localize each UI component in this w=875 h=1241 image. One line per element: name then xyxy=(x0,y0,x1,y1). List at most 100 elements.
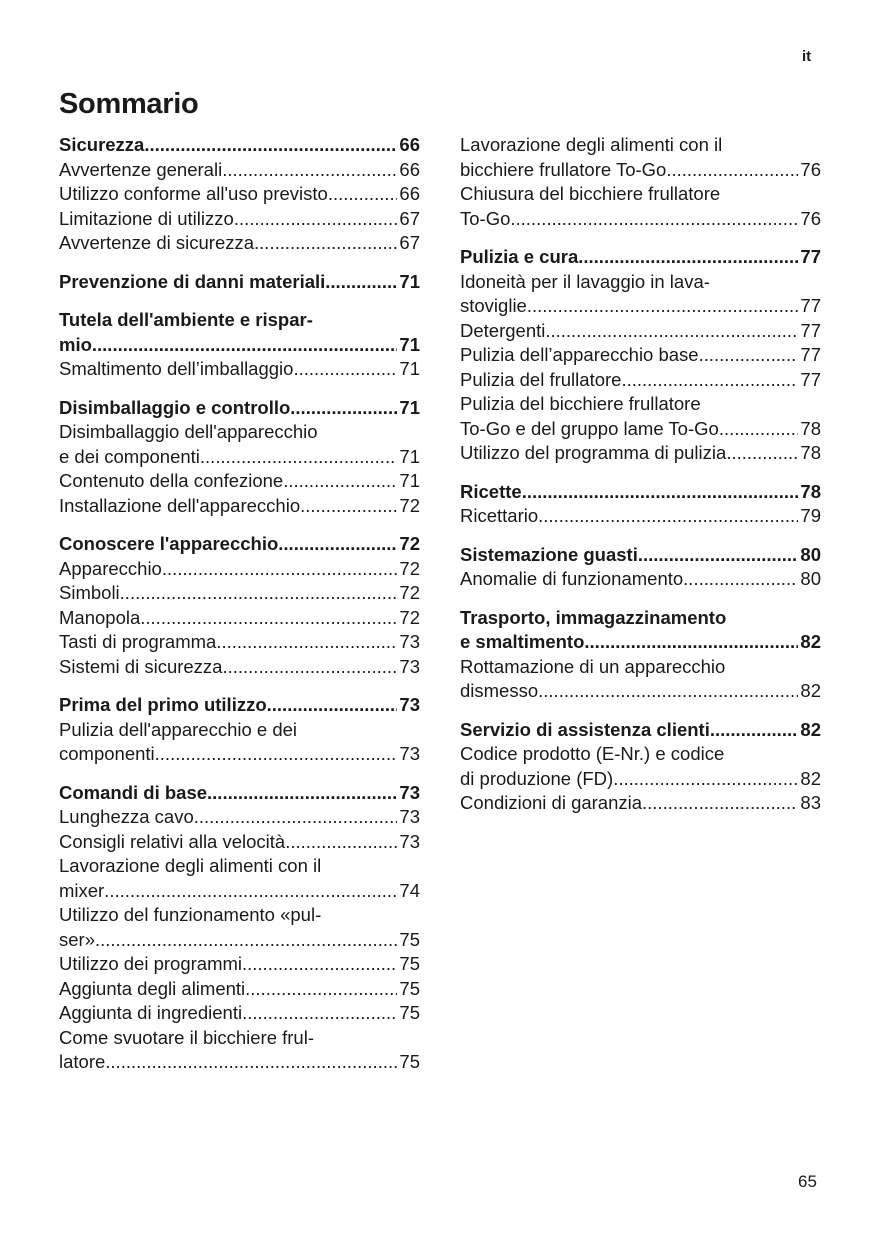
toc-page-number: 72 xyxy=(399,557,420,579)
toc-entry: Lunghezza cavo 73 xyxy=(59,805,420,830)
dot-leader xyxy=(92,333,398,358)
toc-heading: Sicurezza 66 xyxy=(59,133,420,158)
toc-entry-title: Contenuto della confezione xyxy=(59,470,284,491)
toc-heading: Sistemazione guasti 80 xyxy=(460,543,821,568)
toc-entry: Disimballaggio dell'apparecchio e dei com… xyxy=(59,420,420,469)
toc-entry-title: Codice prodotto (E-Nr.) e codice xyxy=(460,743,725,764)
dot-leader xyxy=(699,343,799,368)
language-code: it xyxy=(802,48,812,65)
toc-entry: Simboli 72 xyxy=(59,581,420,606)
toc-heading: Prima del primo utilizzo 73 xyxy=(59,693,420,718)
dot-leader xyxy=(234,207,398,232)
toc-heading: Disimballaggio e controllo 71 xyxy=(59,396,420,421)
dot-leader xyxy=(538,504,798,529)
toc-page-number: 67 xyxy=(399,207,420,229)
toc-page-number: 71 xyxy=(399,358,420,379)
dot-leader xyxy=(242,952,397,977)
toc-page-number: 78 xyxy=(800,442,821,463)
toc-entry-title: Prevenzione di danni materiali xyxy=(59,270,326,292)
dot-leader xyxy=(140,606,397,631)
toc-entry: Pulizia del frullatore 77 xyxy=(460,368,821,393)
toc-entry: Contenuto della confezione 71 xyxy=(59,469,420,494)
toc-heading: Prevenzione di danni materiali 71 xyxy=(59,270,420,295)
toc-page-number: 75 xyxy=(399,928,420,950)
toc-entry-title: Simboli xyxy=(59,582,120,603)
toc-entry: Pulizia dell’apparecchio base 77 xyxy=(460,343,821,368)
toc-page-number: 72 xyxy=(399,606,420,628)
dot-leader xyxy=(144,133,397,158)
toc-entry: Lavorazione degli alimenti con il mixer 74 xyxy=(59,854,420,903)
page-number: 65 xyxy=(798,1172,817,1191)
dot-leader xyxy=(242,1001,397,1026)
toc-page-number: 74 xyxy=(399,879,420,901)
toc-entry-title: Lavorazione degli alimenti con il xyxy=(460,134,723,155)
toc-section: Trasporto, immagazzinamento e smaltimento… xyxy=(460,606,821,704)
toc-entry: Consigli relativi alla velocità 73 xyxy=(59,830,420,855)
toc-heading: Comandi di base 73 xyxy=(59,781,420,806)
toc-entry: Codice prodotto (E-Nr.) e codice di produ… xyxy=(460,742,821,791)
dot-leader xyxy=(254,231,397,256)
toc-entry: Manopola 72 xyxy=(59,606,420,631)
dot-leader xyxy=(105,1050,397,1075)
toc-entry: Avvertenze di sicurezza 67 xyxy=(59,231,420,256)
toc-entry-title: Limitazione di utilizzo xyxy=(59,207,234,229)
dot-leader xyxy=(267,693,398,718)
toc-left-column: Sicurezza66Avvertenze generali66Utilizzo… xyxy=(59,133,420,1089)
dot-leader xyxy=(300,494,397,519)
toc-entry-title: Consigli relativi alla velocità xyxy=(59,830,286,852)
dot-leader xyxy=(642,791,798,816)
dot-leader xyxy=(194,805,398,830)
toc-heading: Pulizia e cura 77 xyxy=(460,245,821,270)
toc-page-number: 77 xyxy=(800,368,821,390)
toc-entry-title: Installazione dell'apparecchio xyxy=(59,494,301,516)
dot-leader xyxy=(293,357,397,382)
toc-entry-title: Manopola xyxy=(59,606,141,628)
toc-section: Disimballaggio e controllo71Disimballagg… xyxy=(59,396,420,519)
dot-leader xyxy=(200,445,398,470)
dot-leader xyxy=(285,830,397,855)
toc-entry: Come svuotare il bicchiere frul-latore 75 xyxy=(59,1026,420,1075)
toc-entry-title: Utilizzo dei programmi xyxy=(59,953,242,974)
toc-entry-title: e dei componenti xyxy=(59,445,200,467)
dot-leader xyxy=(290,396,397,421)
toc-page-number: 77 xyxy=(800,295,821,316)
toc-entry-title: Come svuotare il bicchiere frul- xyxy=(59,1026,314,1048)
toc-entry-title: Trasporto, immagazzinamento xyxy=(460,606,727,628)
toc-section: Prevenzione di danni materiali 71 xyxy=(59,270,420,295)
toc-page-number: 75 xyxy=(399,1002,420,1023)
toc-entry: Installazione dell'apparecchio 72 xyxy=(59,494,420,519)
toc-entry: Aggiunta degli alimenti 75 xyxy=(59,977,420,1002)
toc-entry-title: Utilizzo del programma di pulizia xyxy=(460,442,727,463)
toc-entry-title: Sistemi di sicurezza xyxy=(59,655,223,677)
toc-entry-title: Rottamazione di un apparecchio xyxy=(460,655,726,677)
toc-page-number: 71 xyxy=(399,470,420,491)
toc-section: Servizio di assistenza clienti82Codice p… xyxy=(460,718,821,816)
toc-entry-title: Aggiunta degli alimenti xyxy=(59,977,246,999)
toc-entry-title: componenti xyxy=(59,743,155,764)
toc-heading: Trasporto, immagazzinamento e smaltimento… xyxy=(460,606,821,655)
toc-section: Sicurezza66Avvertenze generali66Utilizzo… xyxy=(59,133,420,256)
toc-page-number: 82 xyxy=(800,631,821,652)
toc-page-number: 77 xyxy=(800,319,821,341)
toc-entry-title: Utilizzo conforme all'uso previsto xyxy=(59,183,328,204)
toc-page-number: 72 xyxy=(399,533,420,554)
toc-entry-title: Anomalie di funzionamento xyxy=(460,568,684,589)
toc-entry-title: To-Go e del gruppo lame To-Go xyxy=(460,417,719,439)
dot-leader xyxy=(155,742,398,767)
toc-entry-title: ser» xyxy=(59,928,95,950)
toc-page-number: 66 xyxy=(399,134,420,155)
toc-page-number: 82 xyxy=(800,718,821,740)
toc-entry: Aggiunta di ingredienti 75 xyxy=(59,1001,420,1026)
toc-entry: Idoneità per il lavaggio in lava-stovigl… xyxy=(460,270,821,319)
toc-entry: Utilizzo conforme all'uso previsto 66 xyxy=(59,182,420,207)
toc-page-number: 78 xyxy=(800,417,821,439)
dot-leader xyxy=(162,557,398,582)
dot-leader xyxy=(120,581,398,606)
dot-leader xyxy=(245,977,397,1002)
toc-entry: Anomalie di funzionamento 80 xyxy=(460,567,821,592)
toc-entry: Utilizzo dei programmi 75 xyxy=(59,952,420,977)
toc-entry: Lavorazione degli alimenti con il bicchie… xyxy=(460,133,821,182)
toc-entry: Detergenti 77 xyxy=(460,319,821,344)
toc-entry: Rottamazione di un apparecchio dismesso 82 xyxy=(460,655,821,704)
toc-entry-title: Ricettario xyxy=(460,505,539,526)
